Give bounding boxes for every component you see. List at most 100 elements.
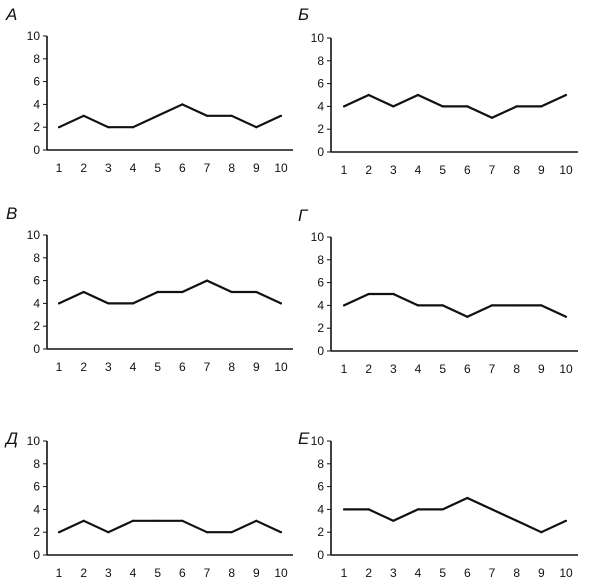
x-tick-label: 6	[464, 163, 471, 177]
y-tick-label: 4	[33, 97, 40, 111]
y-tick-label: 8	[33, 251, 40, 265]
data-point	[181, 103, 184, 106]
data-point	[367, 508, 370, 511]
x-tick-label: 6	[179, 360, 186, 374]
data-point	[540, 304, 543, 307]
data-point	[416, 508, 420, 511]
data-point	[466, 496, 469, 500]
x-tick-label: 3	[390, 566, 397, 580]
x-tick-label: 9	[538, 163, 545, 177]
x-tick-label: 5	[439, 163, 446, 177]
data-point	[255, 519, 258, 522]
x-tick-label: 6	[464, 566, 471, 580]
x-tick-label: 10	[274, 161, 288, 175]
data-point	[441, 304, 444, 307]
panel-label: Б	[298, 5, 309, 24]
x-tick-label: 2	[80, 360, 87, 374]
y-tick-label: 0	[33, 143, 40, 157]
x-tick-label: 1	[341, 566, 348, 580]
data-point	[107, 531, 110, 534]
y-tick-label: 4	[317, 502, 324, 516]
series-line	[343, 292, 567, 319]
x-tick-label: 6	[179, 566, 186, 580]
data-point	[279, 531, 283, 534]
y-tick-label: 10	[311, 230, 325, 244]
data-point	[564, 315, 568, 318]
x-tick-label: 9	[253, 161, 260, 175]
data-point	[82, 290, 85, 294]
x-tick-label: 8	[513, 163, 520, 177]
x-tick-label: 1	[341, 163, 348, 177]
x-tick-label: 2	[365, 566, 372, 580]
y-tick-label: 6	[317, 77, 324, 91]
y-tick-label: 6	[33, 480, 40, 494]
x-tick-label: 10	[274, 360, 288, 374]
data-point	[279, 302, 283, 305]
x-tick-label: 8	[228, 360, 235, 374]
data-point	[131, 302, 135, 305]
x-tick-label: 8	[228, 161, 235, 175]
data-point	[342, 304, 346, 307]
x-tick-label: 5	[154, 161, 161, 175]
y-tick-label: 10	[311, 31, 325, 45]
data-point	[205, 531, 209, 534]
x-tick-label: 4	[130, 566, 137, 580]
x-tick-label: 6	[179, 161, 186, 175]
data-point	[57, 126, 61, 129]
x-tick-label: 3	[105, 161, 112, 175]
data-point	[416, 93, 420, 97]
x-tick-label: 9	[253, 360, 260, 374]
y-tick-label: 6	[33, 274, 40, 288]
data-point	[416, 304, 420, 307]
data-point	[466, 105, 469, 108]
y-tick-label: 6	[33, 75, 40, 89]
data-point	[156, 290, 159, 294]
data-point	[490, 304, 494, 307]
y-tick-label: 4	[317, 298, 324, 312]
data-point	[490, 116, 494, 119]
x-tick-label: 7	[204, 566, 211, 580]
panel-label: А	[5, 5, 17, 24]
data-point	[156, 519, 159, 522]
data-point	[392, 105, 395, 108]
data-point	[255, 290, 258, 294]
x-tick-label: 4	[415, 362, 422, 376]
panel-label: В	[6, 204, 17, 223]
data-point	[466, 315, 469, 318]
y-tick-label: 8	[33, 457, 40, 471]
x-tick-label: 2	[365, 362, 372, 376]
x-tick-label: 10	[559, 362, 573, 376]
x-tick-label: 8	[513, 362, 520, 376]
series-line	[58, 519, 282, 534]
x-tick-label: 8	[513, 566, 520, 580]
data-point	[131, 519, 135, 522]
x-tick-label: 7	[204, 360, 211, 374]
x-tick-label: 4	[130, 360, 137, 374]
data-point	[367, 93, 370, 97]
x-tick-label: 8	[228, 566, 235, 580]
x-tick-label: 10	[559, 163, 573, 177]
data-point	[515, 105, 518, 108]
x-tick-label: 5	[439, 566, 446, 580]
data-point	[107, 302, 110, 305]
x-tick-label: 2	[80, 161, 87, 175]
x-tick-label: 9	[253, 566, 260, 580]
y-tick-label: 10	[27, 29, 41, 43]
data-point	[57, 302, 61, 305]
data-point	[82, 519, 85, 522]
data-point	[279, 114, 283, 117]
x-tick-label: 4	[415, 163, 422, 177]
data-point	[82, 114, 85, 117]
y-tick-label: 4	[33, 502, 40, 516]
series-line	[344, 496, 567, 534]
x-tick-label: 7	[204, 161, 211, 175]
data-point	[255, 126, 258, 129]
y-tick-label: 0	[317, 344, 324, 358]
y-tick-label: 6	[317, 480, 324, 494]
y-tick-label: 10	[311, 434, 325, 448]
data-point	[564, 93, 568, 97]
data-point	[392, 519, 395, 522]
data-point	[392, 292, 395, 296]
x-tick-label: 3	[105, 566, 112, 580]
